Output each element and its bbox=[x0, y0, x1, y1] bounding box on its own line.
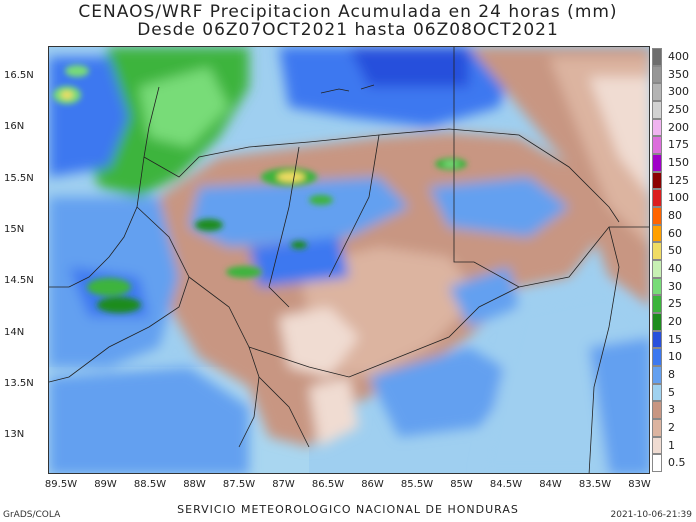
legend-swatch bbox=[652, 401, 662, 419]
lon-label: 84W bbox=[539, 479, 562, 490]
lat-label: 14.5N bbox=[4, 275, 34, 287]
lat-label: 13.5N bbox=[4, 377, 34, 389]
legend-swatch bbox=[652, 419, 662, 437]
legend-swatch bbox=[652, 154, 662, 172]
legend-label: 80 bbox=[668, 208, 682, 222]
footer-text: SERVICIO METEOROLOGICO NACIONAL DE HONDU… bbox=[177, 503, 519, 516]
lat-label: 13N bbox=[4, 429, 25, 441]
legend-label: 50 bbox=[668, 244, 682, 258]
legend-label: 400 bbox=[668, 49, 689, 63]
legend-swatch bbox=[652, 383, 662, 402]
lon-label: 87W bbox=[272, 479, 295, 490]
legend-swatch bbox=[652, 295, 662, 313]
lon-label: 89W bbox=[94, 479, 117, 490]
map-canvas bbox=[49, 47, 649, 473]
legend-swatch bbox=[652, 366, 662, 384]
legend-label: 10 bbox=[668, 350, 682, 364]
legend-swatch bbox=[652, 136, 662, 154]
legend-swatch bbox=[652, 118, 662, 137]
legend-swatch bbox=[652, 48, 662, 66]
lon-label: 86.5W bbox=[311, 479, 345, 490]
legend-swatch bbox=[652, 101, 662, 119]
lat-label: 16N bbox=[4, 121, 25, 133]
legend-swatch bbox=[652, 171, 662, 190]
legend-label: 30 bbox=[668, 279, 682, 293]
legend-label: 250 bbox=[668, 102, 689, 116]
lon-label: 85W bbox=[450, 479, 473, 490]
legend-label: 8 bbox=[668, 367, 675, 381]
lat-label: 15N bbox=[4, 223, 25, 235]
legend-label: 3 bbox=[668, 403, 675, 417]
lon-label: 89.5W bbox=[44, 479, 78, 490]
legend-label: 125 bbox=[668, 173, 689, 187]
legend-label: 60 bbox=[668, 226, 682, 240]
color-legend bbox=[652, 48, 662, 472]
legend-label: 175 bbox=[668, 138, 689, 152]
legend-label: 200 bbox=[668, 120, 689, 134]
legend-swatch bbox=[652, 224, 662, 243]
legend-swatch bbox=[652, 313, 662, 331]
lon-label: 88W bbox=[183, 479, 206, 490]
legend-swatch bbox=[652, 83, 662, 101]
legend-swatch bbox=[652, 436, 662, 455]
legend-swatch bbox=[652, 260, 662, 278]
legend-label: 350 bbox=[668, 67, 689, 81]
credit-text: GrADS/COLA bbox=[3, 510, 61, 520]
legend-label: 15 bbox=[668, 332, 682, 346]
legend-label: 100 bbox=[668, 191, 689, 205]
lat-label: 14N bbox=[4, 326, 25, 338]
legend-swatch bbox=[652, 65, 662, 84]
legend-swatch bbox=[652, 242, 662, 260]
legend-label: 300 bbox=[668, 85, 689, 99]
legend-label: 40 bbox=[668, 261, 682, 275]
lat-label: 16.5N bbox=[4, 70, 34, 81]
map-subtitle: Desde 06Z07OCT2021 hasta 06Z08OCT2021 bbox=[137, 20, 559, 40]
lon-label: 87.5W bbox=[222, 479, 256, 490]
lon-label: 85.5W bbox=[400, 479, 434, 490]
lon-label: 83.5W bbox=[578, 479, 612, 490]
map-title: CENAOS/WRF Precipitacion Acumulada en 24… bbox=[78, 2, 618, 22]
legend-label: 150 bbox=[668, 155, 689, 169]
lon-label: 88.5W bbox=[133, 479, 167, 490]
legend-label: 1 bbox=[668, 438, 675, 452]
lon-label: 84.5W bbox=[489, 479, 523, 490]
timestamp-text: 2021-10-06-21:39 bbox=[610, 510, 693, 520]
legend-swatch bbox=[652, 207, 662, 225]
legend-swatch bbox=[652, 454, 662, 472]
lon-label: 86W bbox=[361, 479, 384, 490]
legend-swatch bbox=[652, 277, 662, 296]
legend-label: 2 bbox=[668, 420, 675, 434]
legend-label: 25 bbox=[668, 297, 682, 311]
lon-label: 83W bbox=[628, 479, 651, 490]
legend-label: 20 bbox=[668, 314, 682, 328]
legend-swatch bbox=[652, 330, 662, 349]
legend-swatch bbox=[652, 189, 662, 207]
precipitation-map bbox=[48, 46, 650, 474]
lat-label: 15.5N bbox=[4, 172, 34, 184]
legend-label: 0.5 bbox=[668, 456, 686, 470]
legend-label: 5 bbox=[668, 385, 675, 399]
legend-swatch bbox=[652, 348, 662, 366]
